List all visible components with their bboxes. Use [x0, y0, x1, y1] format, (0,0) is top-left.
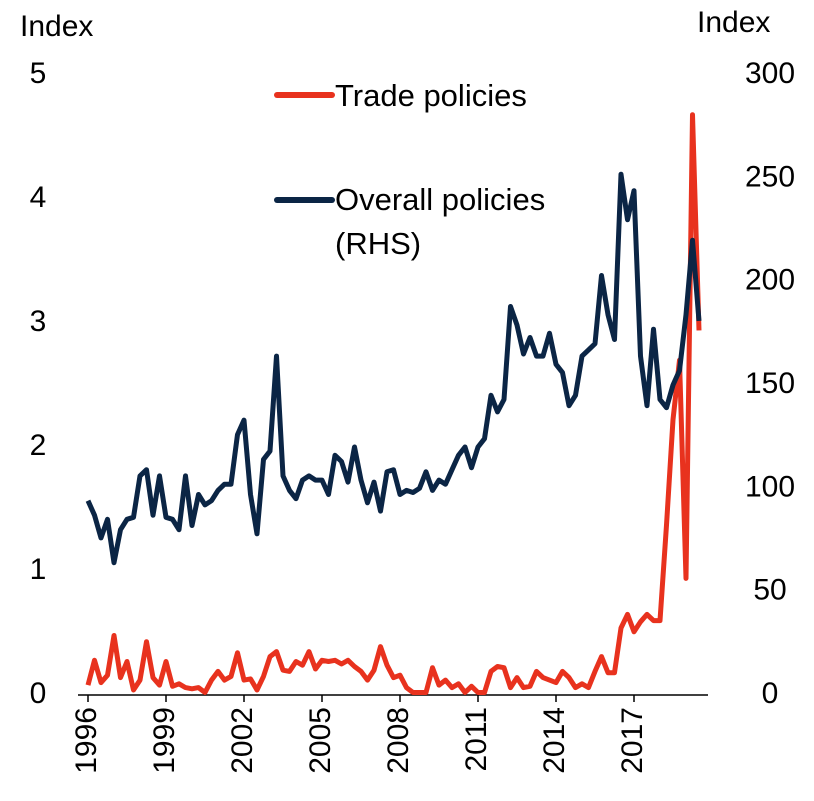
y2-tick-label: 0: [762, 677, 779, 710]
y2-tick-label: 250: [745, 160, 795, 193]
y2-tick-label: 50: [753, 574, 786, 607]
y-tick-label: 0: [30, 677, 47, 710]
y2-tick-label: 200: [745, 264, 795, 297]
x-tick-label: 2011: [460, 707, 493, 772]
y-tick-label: 5: [30, 57, 47, 90]
y2-axis-label: Index: [697, 6, 770, 39]
y-axis-label: Index: [20, 10, 93, 43]
series-line: [85, 112, 702, 695]
x-tick-label: 1996: [70, 707, 103, 774]
x-tick-label: 2002: [226, 707, 259, 774]
y-tick-label: 4: [30, 181, 47, 214]
x-tick-label: 2014: [538, 707, 571, 774]
y2-tick-label: 300: [745, 57, 795, 90]
x-tick-label: 1999: [148, 707, 181, 774]
x-tick-label: 2017: [616, 707, 649, 774]
y2-tick-label: 100: [745, 470, 795, 503]
x-tick-label: 2005: [304, 707, 337, 774]
series-line: [85, 171, 702, 566]
y-tick-label: 2: [30, 429, 47, 462]
y2-tick-label: 150: [745, 367, 795, 400]
x-tick-label: 2008: [382, 707, 415, 774]
legend-label: Overall policies (RHS): [335, 182, 546, 261]
y-tick-label: 1: [30, 553, 47, 586]
legend-label: Trade policies: [335, 78, 527, 113]
y-tick-label: 3: [30, 305, 47, 338]
